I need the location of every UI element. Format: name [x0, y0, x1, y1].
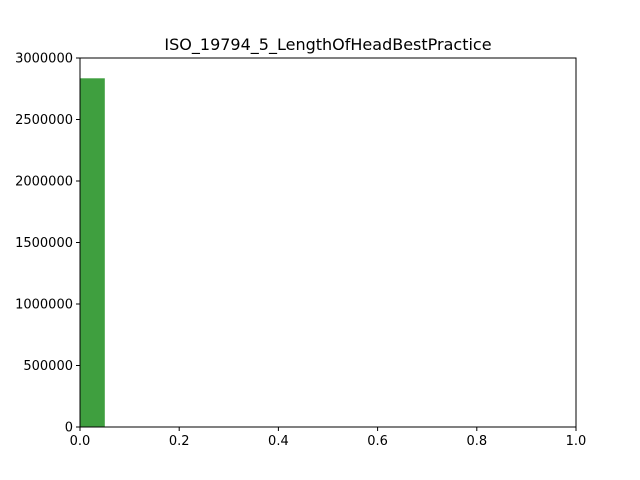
- y-axis: 0 500000 1000000 1500000 2000000 2500000 30000…: [15, 52, 80, 436]
- x-tick-label: 1.0: [566, 434, 587, 449]
- x-tick-label: 0.2: [169, 434, 190, 449]
- y-tick-label: 2500000: [15, 113, 73, 128]
- x-tick-label: 0.0: [70, 434, 91, 449]
- y-tick-label: 1000000: [15, 298, 73, 313]
- x-tick-label: 0.4: [268, 434, 289, 449]
- x-tick-label: 0.8: [466, 434, 487, 449]
- x-axis: 0.0 0.2 0.4 0.6 0.8 1.0: [70, 427, 587, 449]
- y-tick-label: 3000000: [15, 52, 73, 67]
- y-tick-label: 1500000: [15, 236, 73, 251]
- y-tick-label: 2000000: [15, 175, 73, 190]
- y-tick-label: 0: [65, 421, 73, 436]
- plot-frame: [79, 57, 577, 428]
- x-tick-label: 0.6: [367, 434, 388, 449]
- histogram-bar: [80, 78, 105, 428]
- chart-title: ISO_19794_5_LengthOfHeadBestPractice: [164, 35, 491, 55]
- y-tick-label: 500000: [23, 359, 73, 374]
- bars-group: [80, 78, 105, 428]
